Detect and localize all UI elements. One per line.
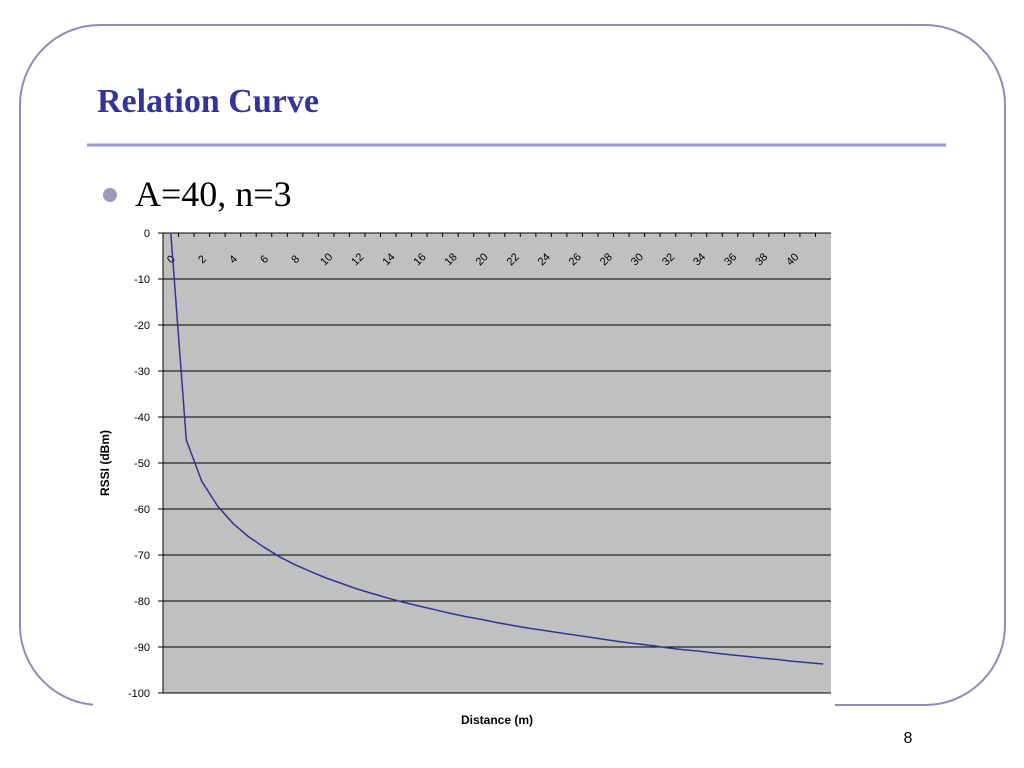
bullet-dot: [103, 188, 117, 202]
page-number: 8: [904, 730, 913, 747]
bullet-text: A=40, n=3: [135, 174, 292, 214]
y-tick-label: -20: [134, 320, 150, 332]
y-tick-label: 0: [144, 228, 150, 240]
y-tick-label: -100: [128, 688, 150, 700]
y-tick-label: -90: [134, 642, 150, 654]
y-tick-label: -10: [134, 274, 150, 286]
y-tick-label: -50: [134, 458, 150, 470]
y-tick-label: -60: [134, 504, 150, 516]
y-tick-label: -40: [134, 412, 150, 424]
y-axis-label: RSSI (dBm): [98, 430, 112, 496]
y-tick-label: -30: [134, 366, 150, 378]
data-line: [170, 232, 824, 665]
y-tick-label: -70: [134, 550, 150, 562]
y-tick-label: -80: [134, 596, 150, 608]
x-axis-label: Distance (m): [461, 713, 533, 727]
slide-title: Relation Curve: [97, 83, 319, 120]
